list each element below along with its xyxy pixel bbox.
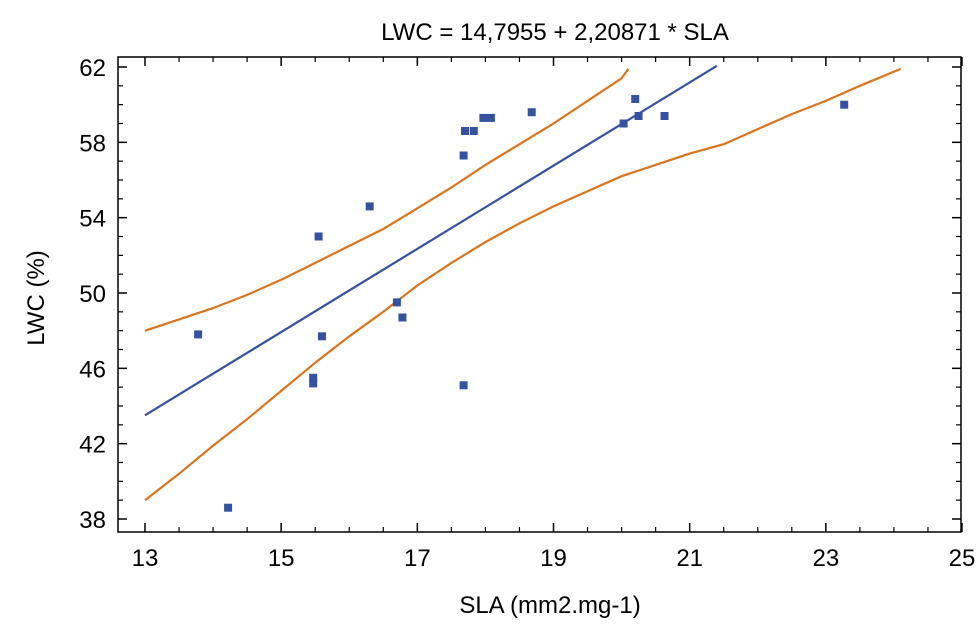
data-point [461,127,469,135]
y-axis-title: LWC (%) [23,250,50,346]
data-point [398,313,407,322]
plot-area: 13 15 17 19 21 23 25 38 42 46 50 54 58 62 [79,55,975,572]
y-axis-title-group: LWC (%) [23,250,50,346]
x-tick-label: 19 [540,545,567,572]
x-tick-label: 23 [812,545,839,572]
plot-frame [117,56,962,533]
y-tick-label: 58 [79,130,106,157]
x-tick-label: 13 [132,545,159,572]
data-point [392,298,401,307]
data-point [365,202,374,211]
data-point [479,113,488,122]
data-point [318,332,326,341]
x-tick-label: 17 [404,545,431,572]
data-point [486,113,495,122]
y-tick-label: 62 [79,55,106,82]
y-tick-label: 54 [79,206,106,233]
chart-title: LWC = 14,7955 + 2,20871 * SLA [381,19,729,46]
data-point [309,379,318,388]
data-point [527,108,536,117]
data-point [224,503,233,512]
data-point [459,381,468,390]
y-tick-label: 42 [79,432,106,459]
x-tick-label: 21 [676,545,703,572]
y-tick-label: 50 [79,281,106,308]
data-point [314,232,323,241]
x-tick-label: 25 [949,545,976,572]
lower-interval-line [144,67,902,502]
data-point [619,119,628,128]
y-tick-label: 46 [79,356,106,383]
data-point [194,330,203,339]
data-point [660,112,669,120]
x-axis-title: SLA (mm2.mg-1) [459,592,640,619]
data-point [469,127,478,135]
y-tick-label: 38 [79,507,106,534]
fitted-regression-line [144,64,718,417]
data-point [309,373,318,382]
data-point [459,151,468,160]
x-tick-label: 15 [268,545,295,572]
data-point [634,112,643,120]
data-point [631,95,640,103]
upper-interval-line [144,68,630,332]
data-point [840,100,849,109]
